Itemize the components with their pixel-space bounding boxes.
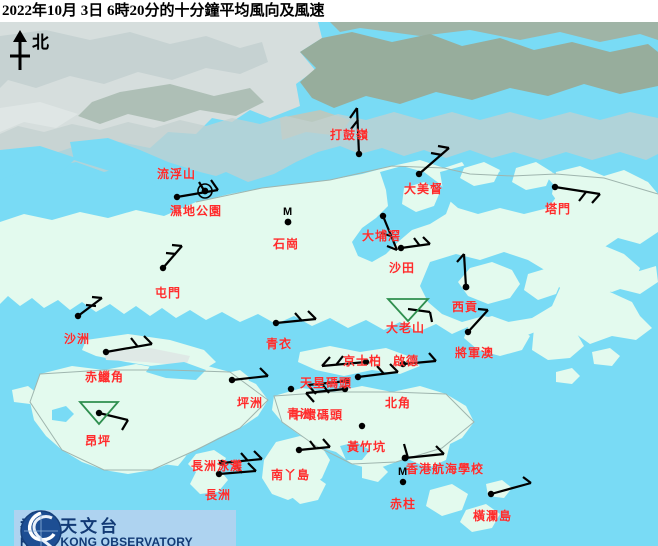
station-label: 啟德 [393,354,420,368]
barb-tap-mun [554,185,601,204]
station-label: 南丫島 [271,468,311,482]
barb-sai-kung [456,253,468,288]
north-arrow-icon [10,30,30,70]
station-label: 沙洲 [64,332,91,346]
station-label: 將軍澳 [455,346,495,360]
station-label: 香港航海學校 [406,462,485,476]
station-label: 大老山 [386,321,426,335]
station-label: 屯門 [155,286,182,300]
map-canvas[interactable]: 北 打鼓嶺流浮山濕地公園 大美督塔門 M 石崗 大埔滘沙田屯門西貢沙洲 大老山青衣將軍澳京… [0,22,658,546]
barb-kings-park [321,355,367,368]
barb-tai-mei-tuk [418,144,450,175]
station-label: 沙田 [389,261,416,275]
station-label: 天星碼頭 [300,376,353,390]
barb-ngong-ping [98,411,129,431]
barb-tates-cairn [407,307,434,323]
barb-cheung-chau-beach [221,450,263,465]
station-label: 北角 [385,396,412,410]
green-triangle-tates-cairn [385,298,431,323]
station-label: 流浮山 [157,167,197,181]
barb-sha-chau [77,295,103,317]
station-label: 赤鱲角 [85,370,125,384]
station-label: 昂坪 [85,434,112,448]
station-label: 大埔滘 [362,229,402,243]
page-title: 2022年10月 3日 6時20分的十分鐘平均風向及風速 [0,0,658,22]
station-label: 黃竹坑 [347,440,387,454]
station-label: 石崗 [273,237,300,251]
station-m-tag: M [398,466,408,478]
station-label: 赤柱 [390,497,417,511]
station-label: 京士柏 [343,354,383,368]
barb-chek-lap-kok [105,335,153,354]
station-label: 青衣 [266,337,293,351]
barb-sha-tin [400,236,431,250]
barb-kai-tak [402,352,437,366]
hko-swirl-emblem [20,510,62,546]
station-label: 坪洲 [237,396,264,410]
logo-name-en: HONG KONG OBSERVATORY [20,534,193,546]
station-label: 西貢 [452,300,479,314]
barb-peng-chau [231,367,269,382]
station-label: 長洲 [205,488,232,502]
wind-barb-layer [74,107,601,498]
green-triangle-ngong-ping [78,401,120,426]
target-marker-wetland-park [197,183,213,199]
station-markers [74,150,559,498]
station-m-tag: M [283,206,293,218]
barb-lamma-island [298,438,331,452]
hko-logo: 香港天文台 HONG KONG OBSERVATORY [14,510,236,546]
barb-cheung-chau [218,462,257,476]
barb-tuen-mun [162,243,183,269]
station-label: 塔門 [545,202,572,216]
station-label: 長洲泳灘 [191,459,244,473]
station-label: 大美督 [404,182,444,196]
station-label: 濕地公園 [170,204,223,218]
barb-tai-po-kau [380,215,399,252]
station-label: 中環碼頭 [291,408,344,422]
barb-tseung-kwan-o [467,307,489,333]
barb-waglan-island [490,476,532,496]
barb-dageling [349,107,361,155]
barb-central-pier [305,387,346,403]
barb-hk-sea-school [402,443,445,460]
north-arrow: 北 [6,26,66,76]
station-label: 打鼓嶺 [330,128,370,142]
station-label: 青洲 [287,407,314,421]
north-label: 北 [32,33,49,52]
barb-tsing-yi [275,310,317,325]
station-label: 橫瀾島 [473,509,513,523]
map-geography [0,22,658,546]
barb-star-ferry [357,363,399,379]
